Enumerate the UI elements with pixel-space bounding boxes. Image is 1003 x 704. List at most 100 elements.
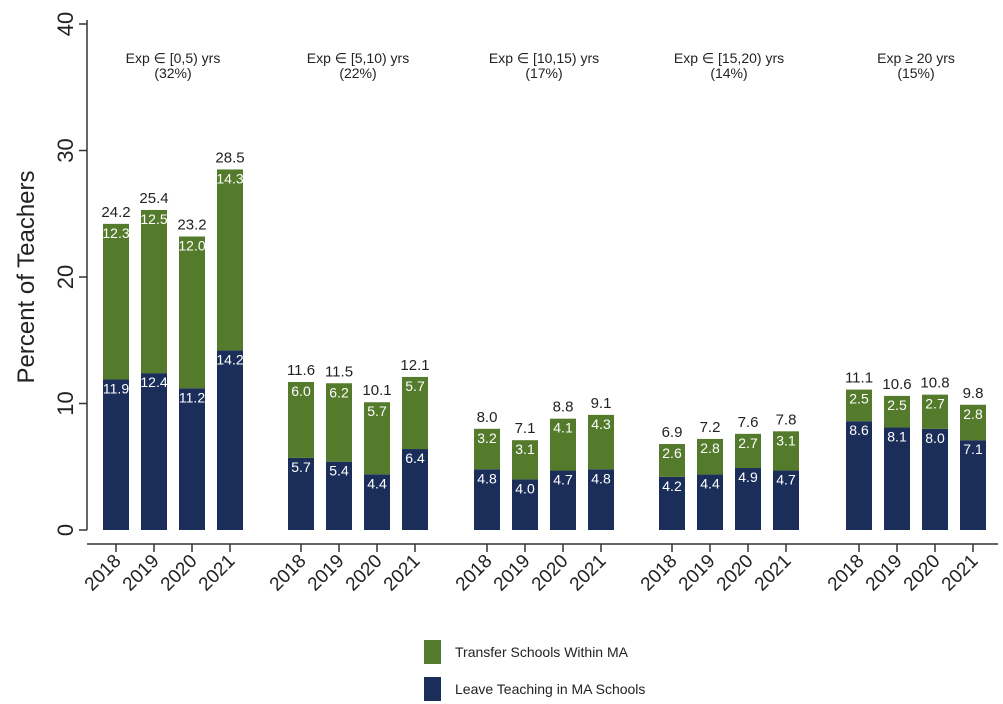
- leave-value-label: 4.9: [738, 469, 758, 485]
- bar-leave: [364, 474, 390, 530]
- leave-value-label: 8.1: [887, 429, 907, 445]
- transfer-value-label: 14.3: [216, 170, 243, 186]
- x-tick-label: 2020: [713, 551, 758, 596]
- transfer-value-label: 5.7: [405, 378, 425, 394]
- total-value-label: 6.9: [662, 424, 683, 441]
- bar-transfer: [659, 443, 685, 477]
- legend-label-leave: Leave Teaching in MA Schools: [455, 681, 645, 697]
- leave-value-label: 7.1: [963, 441, 983, 457]
- total-value-label: 9.1: [591, 395, 612, 412]
- x-tick-label: 2018: [637, 551, 682, 596]
- x-tick-label: 2018: [266, 551, 311, 596]
- total-value-label: 11.6: [287, 362, 315, 379]
- x-tick-label: 2021: [380, 551, 425, 596]
- x-tick-label: 2021: [566, 551, 611, 596]
- group-title: Exp ∈ [15,20) yrs: [674, 50, 784, 66]
- bar-transfer: [922, 394, 948, 429]
- group-share: (22%): [339, 65, 376, 81]
- y-tick-label: 20: [53, 265, 78, 289]
- bar-transfer: [884, 395, 910, 428]
- total-value-label: 10.1: [362, 382, 391, 399]
- bar-transfer: [217, 169, 243, 351]
- group-title: Exp ∈ [5,10) yrs: [307, 50, 409, 66]
- bar-leave: [326, 461, 352, 530]
- x-tick-label: 2019: [119, 551, 164, 596]
- bar-transfer: [288, 381, 314, 458]
- total-value-label: 25.4: [139, 190, 168, 207]
- transfer-value-label: 3.1: [776, 432, 796, 448]
- bar-transfer: [846, 389, 872, 422]
- bar-leave: [735, 468, 761, 530]
- transfer-value-label: 3.1: [515, 441, 535, 457]
- bar-leave: [103, 379, 129, 530]
- total-value-label: 8.8: [553, 399, 574, 416]
- bar-transfer: [960, 404, 986, 441]
- bar-leave: [474, 469, 500, 530]
- y-tick-label: 10: [53, 391, 78, 415]
- y-axis-title: Percent of Teachers: [13, 170, 40, 383]
- bar-transfer: [364, 402, 390, 475]
- legend-swatch-transfer: [424, 640, 441, 664]
- transfer-value-label: 2.8: [700, 440, 720, 456]
- bar-leave: [960, 440, 986, 530]
- bar-transfer: [773, 431, 799, 471]
- leave-value-label: 4.7: [776, 472, 796, 488]
- total-value-label: 28.5: [215, 149, 244, 166]
- bar-transfer: [402, 376, 428, 450]
- leave-value-label: 8.6: [849, 422, 869, 438]
- bar-leave: [922, 428, 948, 530]
- transfer-value-label: 2.5: [849, 391, 869, 407]
- leave-value-label: 4.8: [477, 470, 497, 486]
- x-tick-label: 2018: [824, 551, 869, 596]
- transfer-value-label: 5.7: [367, 403, 387, 419]
- transfer-value-label: 2.7: [925, 396, 945, 412]
- leave-value-label: 4.7: [553, 472, 573, 488]
- transfer-value-label: 2.6: [662, 445, 682, 461]
- group-share: (17%): [525, 65, 562, 81]
- x-tick-label: 2020: [342, 551, 387, 596]
- bar-transfer: [512, 440, 538, 480]
- transfer-value-label: 6.2: [329, 384, 349, 400]
- x-tick-label: 2018: [81, 551, 126, 596]
- group-title: Exp ∈ [0,5) yrs: [126, 50, 221, 66]
- leave-value-label: 8.0: [925, 430, 945, 446]
- leave-value-label: 4.4: [700, 475, 720, 491]
- x-tick-label: 2021: [195, 551, 240, 596]
- leave-value-label: 11.9: [103, 380, 129, 396]
- group-title: Exp ∈ [10,15) yrs: [489, 50, 599, 66]
- group-share: (15%): [897, 65, 934, 81]
- x-tick-label: 2021: [938, 551, 983, 596]
- transfer-value-label: 3.2: [477, 430, 497, 446]
- transfer-value-label: 12.3: [102, 225, 129, 241]
- leave-value-label: 12.4: [140, 374, 167, 390]
- bar-transfer: [735, 433, 761, 469]
- leave-value-label: 5.7: [291, 459, 311, 475]
- bar-leave: [512, 479, 538, 530]
- bar-leave: [588, 469, 614, 530]
- leave-value-label: 14.2: [216, 351, 243, 367]
- bar-leave: [217, 350, 243, 530]
- leave-value-label: 6.4: [405, 450, 425, 466]
- transfer-value-label: 4.3: [591, 416, 611, 432]
- total-value-label: 9.8: [963, 385, 984, 402]
- total-value-label: 7.2: [700, 419, 721, 436]
- bar-transfer: [326, 383, 352, 462]
- group-titles: Exp ∈ [0,5) yrs(32%) Exp ∈ [5,10) yrs(22%…: [126, 50, 955, 81]
- x-tick-label: 2019: [675, 551, 720, 596]
- total-value-label: 8.0: [477, 409, 498, 426]
- group-share: (14%): [710, 65, 747, 81]
- bar-leave: [402, 449, 428, 530]
- bar-transfer: [588, 414, 614, 470]
- legend-label-transfer: Transfer Schools Within MA: [455, 644, 629, 660]
- bar-transfer: [179, 236, 205, 389]
- y-axis: 0 10 20 30 40: [53, 12, 88, 536]
- legend-swatch-leave: [424, 677, 441, 701]
- x-tick-label: 2019: [862, 551, 907, 596]
- group-title: Exp ≥ 20 yrs: [877, 50, 955, 66]
- legend: Transfer Schools Within MA Leave Teaching…: [424, 640, 645, 701]
- bar-leave: [550, 470, 576, 530]
- transfer-value-label: 12.0: [178, 238, 205, 254]
- total-value-label: 23.2: [177, 217, 206, 234]
